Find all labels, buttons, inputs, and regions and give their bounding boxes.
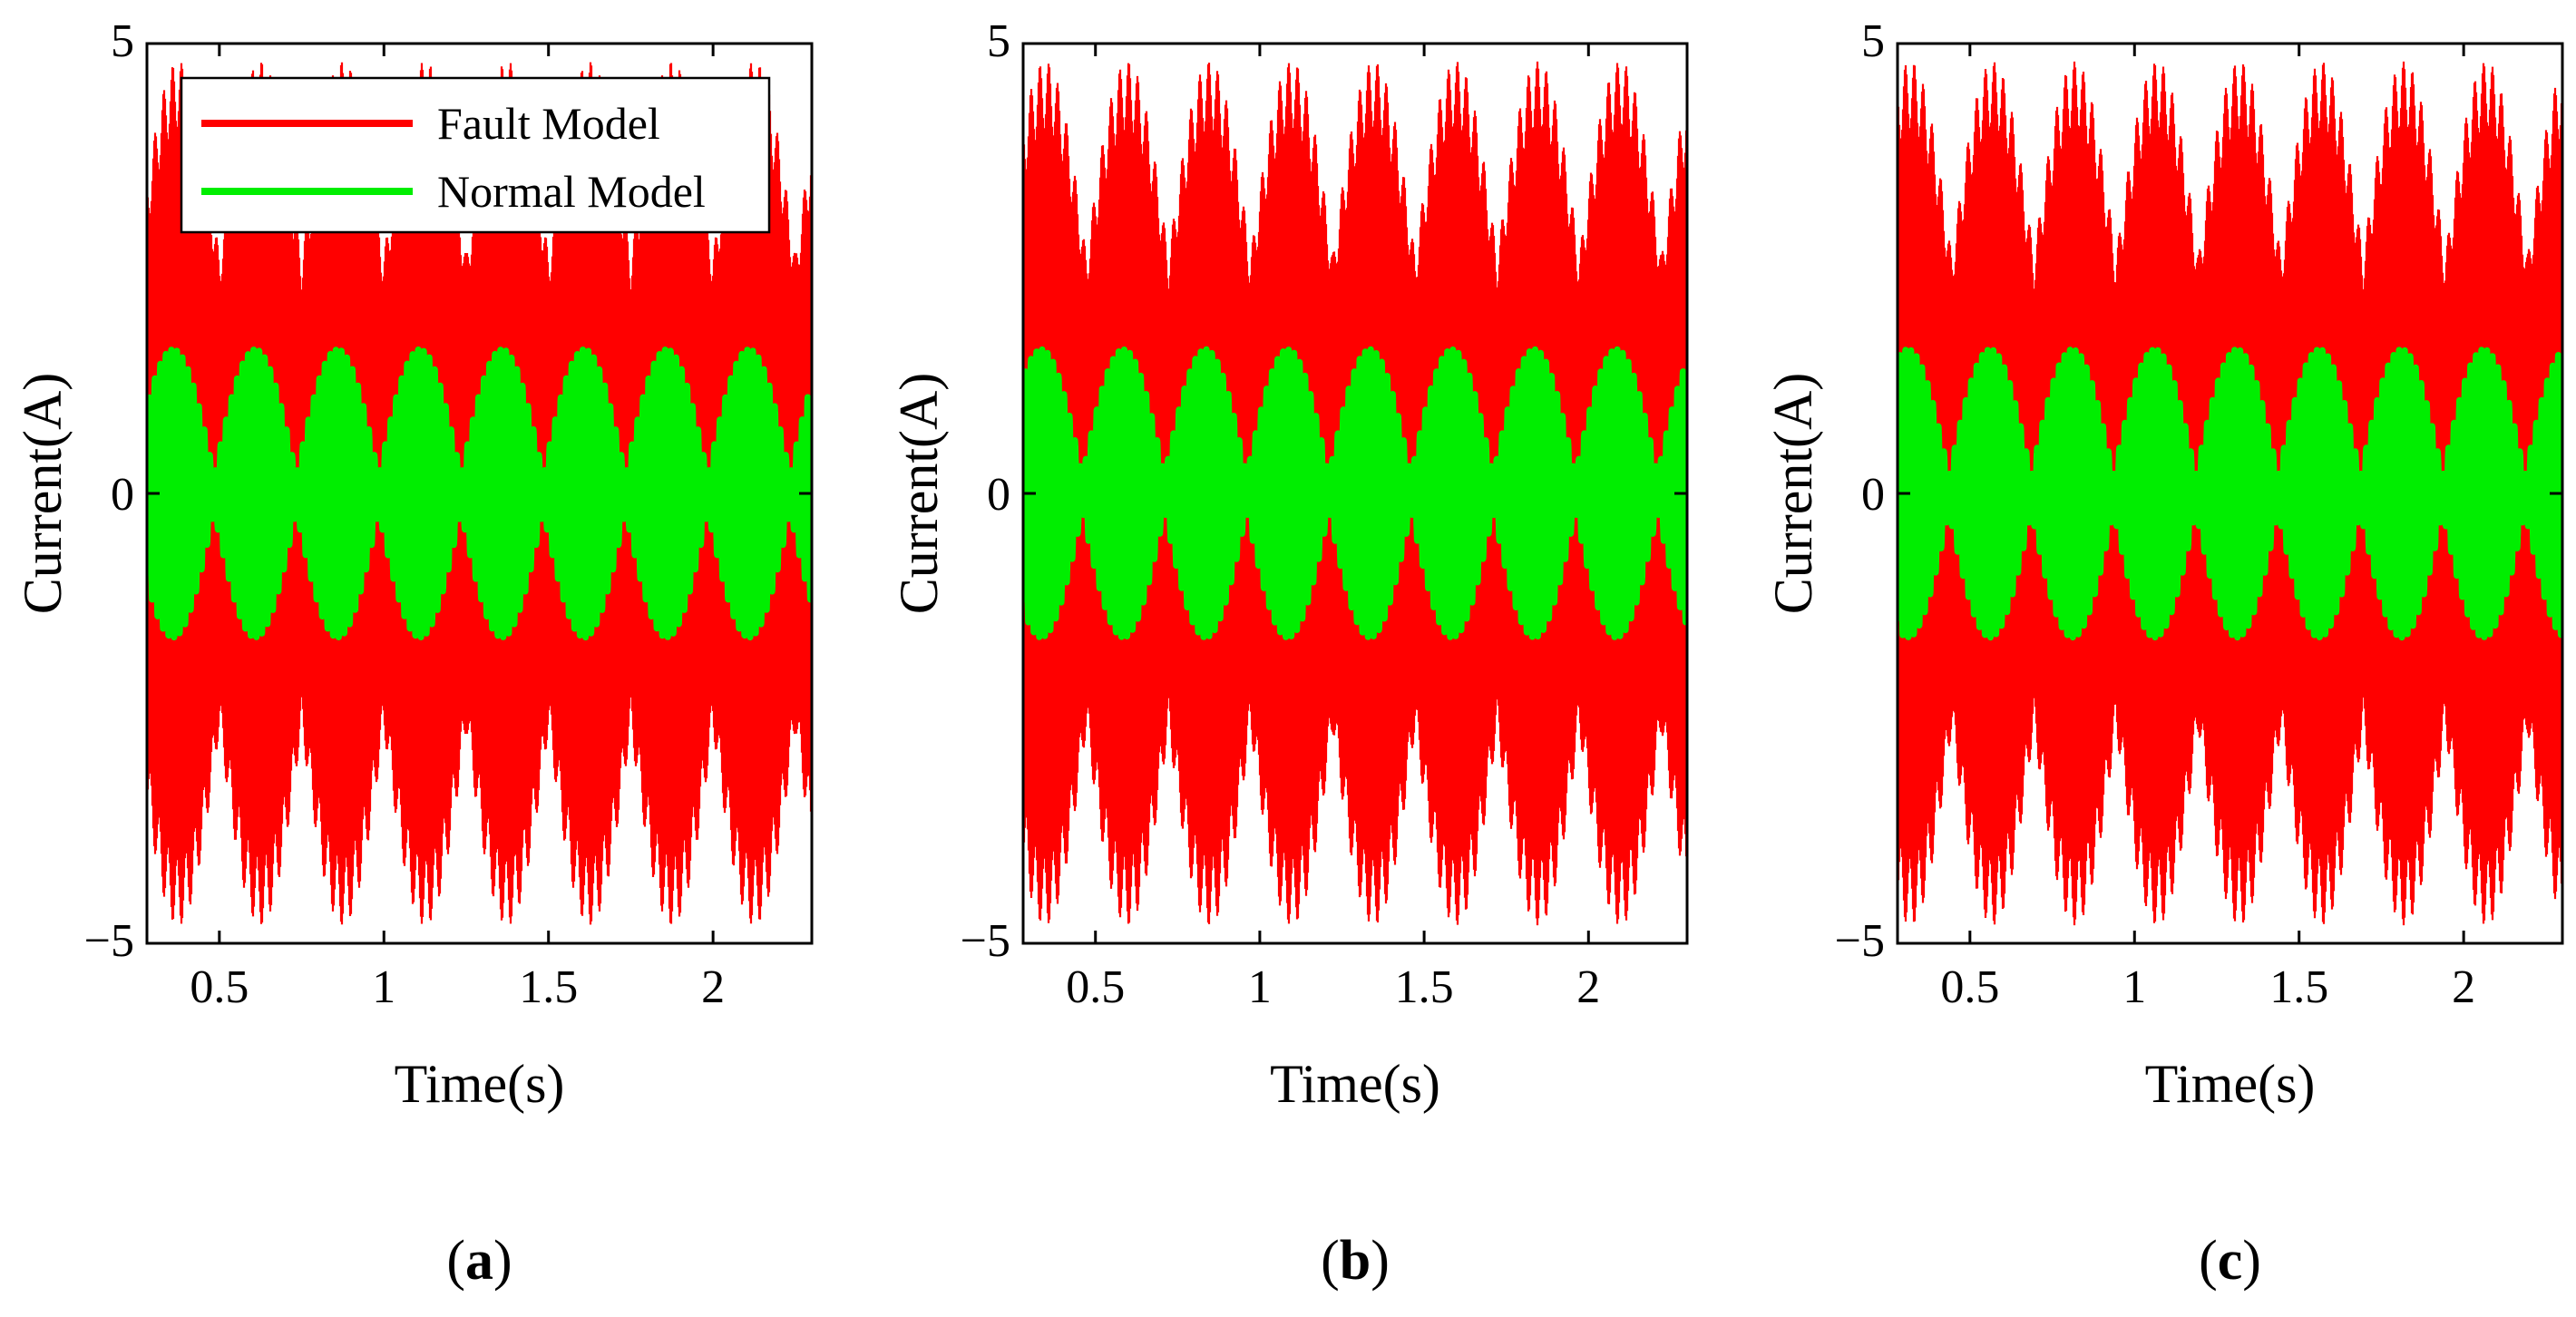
panel-c: 0.5 1 1.5 2 −5 0 5 Time(s) Current(A) (c) (1763, 15, 2564, 1292)
legend-entry: Fault Model (437, 98, 660, 149)
x-tick-label: 1 (1248, 961, 1272, 1013)
series-normal-model (147, 346, 812, 641)
x-tick-label: 0.5 (190, 961, 249, 1013)
plot-area (147, 62, 812, 925)
y-tick-label: 5 (111, 15, 134, 67)
plot-area (1898, 61, 2562, 926)
x-tick-label: 1.5 (519, 961, 578, 1013)
y-tick-label: 5 (987, 15, 1010, 67)
y-axis-label: Current(A) (889, 373, 949, 615)
panel-b: 0.5 1 1.5 2 −5 0 5 Time(s) Current(A) (b) (889, 15, 1689, 1292)
y-axis-label: Current(A) (13, 373, 73, 615)
panel-label: (b) (1321, 1230, 1390, 1292)
x-tick-label: 1.5 (2269, 961, 2328, 1013)
x-tick-label: 2 (2452, 961, 2475, 1013)
y-tick-label: 0 (987, 469, 1010, 521)
y-tick-label: −5 (84, 915, 134, 967)
legend: Fault Model Normal Model (180, 76, 771, 234)
x-tick-label: 1.5 (1395, 961, 1454, 1013)
x-tick-label: 1 (2122, 961, 2146, 1013)
y-tick-label: −5 (961, 915, 1010, 967)
x-tick-label: 2 (1576, 961, 1600, 1013)
x-tick-label: 2 (701, 961, 725, 1013)
x-axis-label: Time(s) (1270, 1054, 1440, 1114)
panel-label: (c) (2199, 1230, 2261, 1292)
x-tick-label: 1 (372, 961, 395, 1013)
x-axis-label: Time(s) (395, 1054, 565, 1114)
x-tick-label: 0.5 (1066, 961, 1125, 1013)
panel-label: (a) (446, 1230, 512, 1292)
series-normal-model (1023, 346, 1687, 640)
y-axis-label: Current(A) (1763, 373, 1823, 615)
panel-a: 0.5 1 1.5 2 −5 0 5 Time(s) Current(A) (a) Fault Mo… (13, 15, 814, 1292)
plot-area (1023, 61, 1687, 926)
y-tick-label: 0 (1861, 469, 1885, 521)
y-tick-label: −5 (1835, 915, 1885, 967)
y-tick-label: 0 (111, 469, 134, 521)
legend-entry: Normal Model (437, 166, 706, 217)
series-normal-model (1898, 346, 2562, 641)
x-axis-label: Time(s) (2145, 1054, 2316, 1114)
y-tick-label: 5 (1861, 15, 1885, 67)
x-tick-label: 0.5 (1940, 961, 1999, 1013)
